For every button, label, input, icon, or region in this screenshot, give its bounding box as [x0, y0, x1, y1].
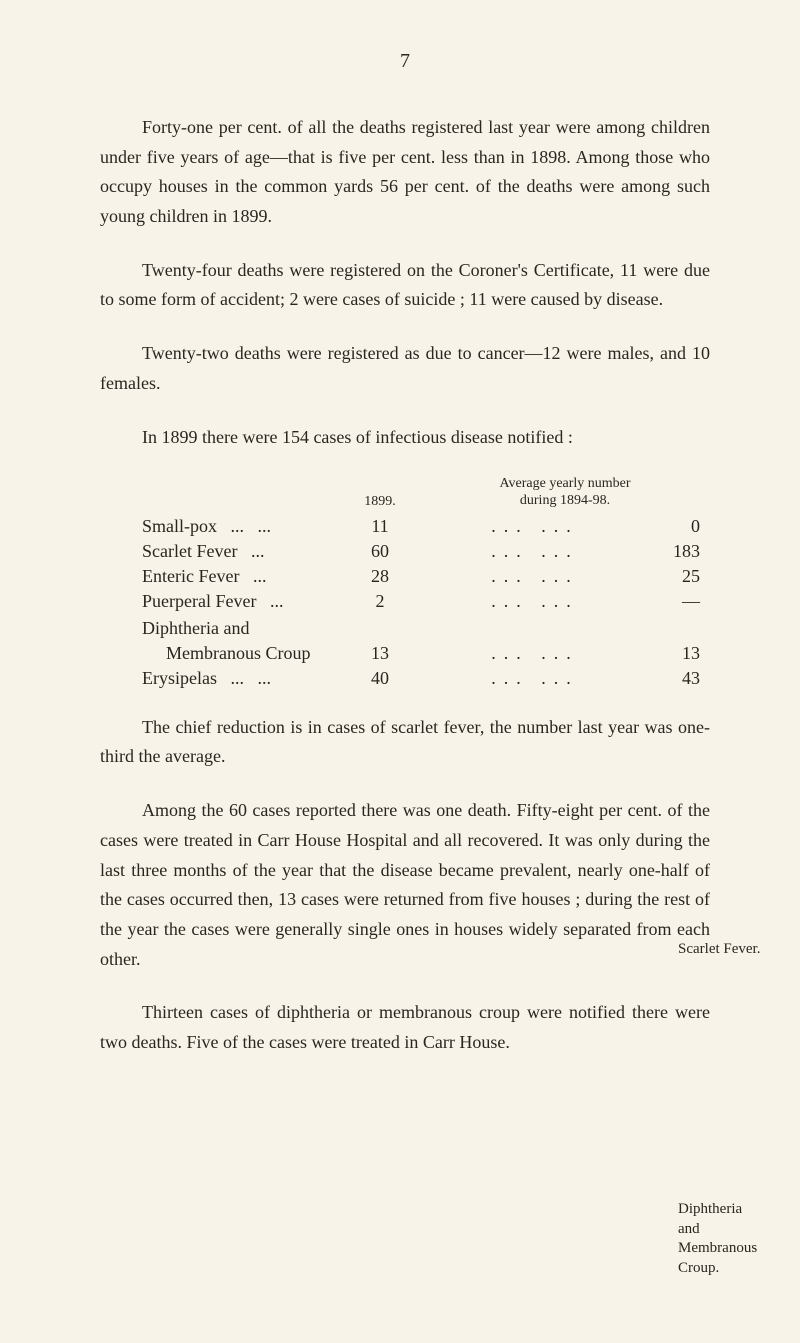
- row-year: 40: [340, 668, 420, 689]
- row-label: Puerperal Fever: [100, 591, 340, 612]
- row-dots: ... ...: [420, 541, 650, 562]
- row-value: 183: [650, 541, 710, 562]
- table-row: Scarlet Fever 60 ... ... 183: [100, 541, 710, 562]
- paragraph-2: Twenty-four deaths were registered on th…: [100, 256, 710, 315]
- row-label: Small-pox: [100, 516, 340, 537]
- header-avg-line2: during 1894-98.: [520, 493, 610, 508]
- row-value: 43: [650, 668, 710, 689]
- margin-note-line: Diphtheria: [678, 1201, 742, 1217]
- row-dots: ... ...: [420, 668, 650, 689]
- diphtheria-group: Diphtheria and Membranous Croup 13 ... .…: [100, 618, 710, 664]
- table-row: Diphtheria and: [100, 618, 710, 639]
- header-average: Average yearly number during 1894-98.: [420, 476, 710, 510]
- row-label: Enteric Fever: [100, 566, 340, 587]
- page-number: 7: [100, 50, 710, 73]
- row-year: 2: [340, 591, 420, 612]
- row-dots: ... ...: [420, 591, 650, 612]
- paragraph-5: The chief reduction is in cases of scarl…: [100, 713, 710, 772]
- margin-note-diphtheria: Diphtheria and Membranous Croup.: [678, 1200, 788, 1278]
- paragraph-3: Twenty-two deaths were registered as due…: [100, 339, 710, 398]
- paragraph-6: Among the 60 cases reported there was on…: [100, 796, 710, 974]
- row-dots: ... ...: [420, 516, 650, 537]
- row-year: 28: [340, 566, 420, 587]
- row-dots: ... ...: [420, 566, 650, 587]
- margin-note-line: and: [678, 1221, 700, 1237]
- table-row: Puerperal Fever 2 ... ... —: [100, 591, 710, 612]
- table-row: Small-pox 11 ... ... 0: [100, 516, 710, 537]
- row-dots: ... ...: [420, 643, 650, 664]
- table-row: Erysipelas 40 ... ... 43: [100, 668, 710, 689]
- header-year: 1899.: [340, 494, 420, 510]
- paragraph-1: Forty-one per cent. of all the deaths re…: [100, 113, 710, 232]
- row-value: 25: [650, 566, 710, 587]
- margin-note-line: Membranous: [678, 1240, 757, 1256]
- row-year: 11: [340, 516, 420, 537]
- margin-note-scarlet-fever: Scarlet Fever.: [678, 940, 788, 960]
- margin-note-line: Croup.: [678, 1260, 719, 1276]
- row-value: 0: [650, 516, 710, 537]
- disease-table: 1899. Average yearly number during 1894-…: [100, 476, 710, 689]
- row-label: Erysipelas: [100, 668, 340, 689]
- paragraph-4: In 1899 there were 154 cases of infectio…: [100, 423, 710, 453]
- row-year: 13: [340, 643, 420, 664]
- row-value: —: [650, 591, 710, 612]
- table-row: Membranous Croup 13 ... ... 13: [100, 643, 710, 664]
- row-value: 13: [650, 643, 710, 664]
- table-row: Enteric Fever 28 ... ... 25: [100, 566, 710, 587]
- paragraph-7: Thirteen cases of diphtheria or membrano…: [100, 998, 710, 1057]
- diphtheria-label-1: Diphtheria and: [100, 618, 340, 639]
- diphtheria-label-2: Membranous Croup: [100, 643, 340, 664]
- row-year: 60: [340, 541, 420, 562]
- row-label: Scarlet Fever: [100, 541, 340, 562]
- table-header: 1899. Average yearly number during 1894-…: [100, 476, 710, 510]
- header-avg-line1: Average yearly number: [499, 476, 630, 491]
